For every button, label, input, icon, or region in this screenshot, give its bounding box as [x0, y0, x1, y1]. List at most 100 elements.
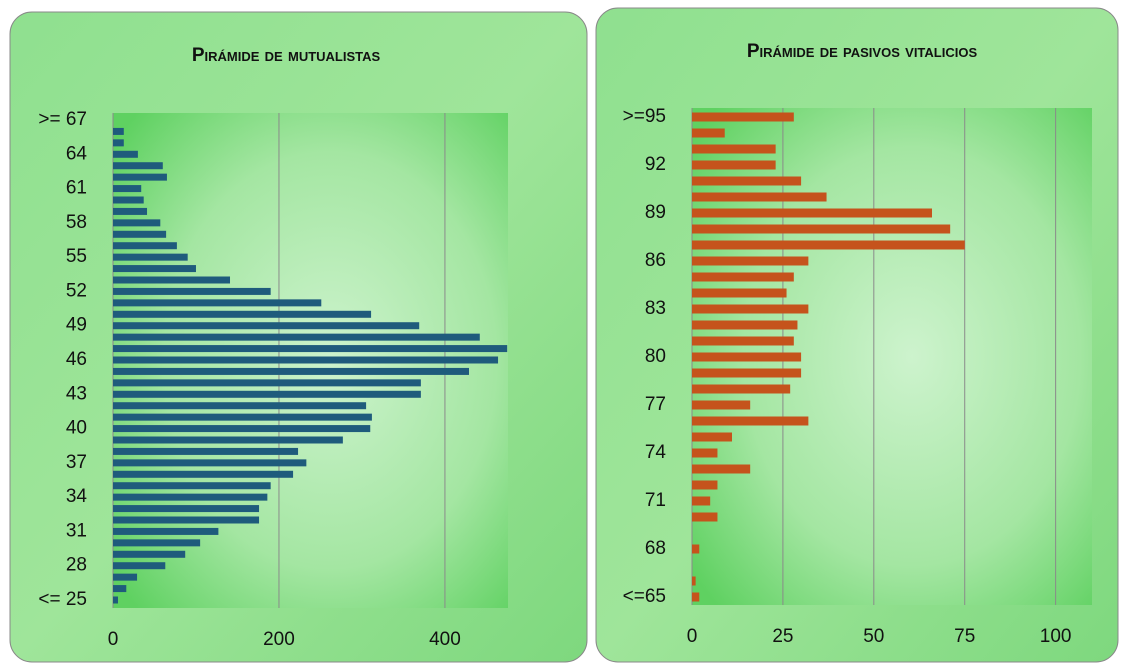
y-tick-label: 77: [645, 394, 666, 415]
bar: [113, 207, 148, 215]
bar: [692, 448, 718, 458]
y-tick-label: 37: [66, 452, 87, 473]
y-tick-label: 86: [645, 250, 666, 271]
bar: [692, 496, 711, 506]
bar: [113, 265, 196, 273]
x-tick-label: 75: [954, 626, 975, 647]
bar: [692, 352, 802, 362]
y-tick-label: 89: [645, 202, 666, 223]
bar: [113, 299, 322, 307]
y-tick-label: 52: [66, 280, 87, 301]
bar: [113, 356, 499, 364]
bar: [113, 436, 343, 444]
bar: [692, 480, 718, 490]
y-tick-label: <=65: [623, 586, 666, 607]
bar: [113, 505, 260, 513]
bar: [692, 432, 732, 442]
bar: [692, 336, 794, 346]
y-tick-label: 92: [645, 154, 666, 175]
bar: [113, 516, 260, 524]
bar: [692, 464, 751, 474]
bar: [692, 320, 798, 330]
y-tick-label: 68: [645, 538, 666, 559]
bar: [113, 367, 469, 375]
bar: [113, 390, 421, 398]
y-tick-label: 83: [645, 298, 666, 319]
chart-title: Pirámide de pasivos vitalicios: [747, 41, 978, 62]
bar: [692, 160, 776, 170]
bar: [113, 425, 371, 433]
x-tick-label: 25: [772, 626, 793, 647]
bar: [113, 402, 367, 410]
x-tick-label: 200: [263, 629, 295, 650]
y-tick-label: 74: [645, 442, 667, 463]
bar: [113, 242, 177, 250]
bar: [113, 333, 480, 341]
x-tick-label: 0: [687, 626, 698, 647]
bar: [692, 176, 802, 186]
bar: [113, 219, 161, 227]
bar: [692, 544, 700, 554]
bar: [692, 512, 718, 522]
bar: [113, 493, 268, 501]
bar: [113, 470, 294, 478]
bar: [113, 345, 508, 353]
y-tick-label: 64: [66, 143, 88, 164]
y-tick-label: 71: [645, 490, 666, 511]
y-tick-label: 61: [66, 178, 87, 199]
bar: [113, 322, 420, 330]
bar: [113, 550, 186, 558]
y-tick-label: 55: [66, 246, 87, 267]
y-tick-label: 58: [66, 212, 87, 233]
y-tick-label: 28: [66, 555, 87, 576]
bar: [113, 527, 219, 535]
x-tick-label: 100: [1040, 626, 1072, 647]
bar: [113, 253, 188, 261]
bar: [692, 592, 700, 602]
bar: [113, 539, 201, 547]
bar: [692, 272, 794, 282]
bar: [113, 585, 127, 593]
bar: [113, 127, 124, 135]
bar: [113, 150, 138, 158]
y-tick-label: <= 25: [38, 589, 87, 610]
y-tick-label: 80: [645, 346, 666, 367]
bar: [113, 482, 271, 490]
bar: [692, 400, 751, 410]
bar: [113, 139, 124, 147]
bar: [113, 596, 118, 604]
bar: [692, 208, 932, 218]
bar: [113, 447, 299, 455]
bar: [692, 224, 951, 234]
bar: [113, 562, 166, 570]
bar: [692, 416, 809, 426]
x-tick-label: 0: [108, 629, 119, 650]
bar: [113, 459, 307, 467]
bar: [692, 576, 696, 586]
y-tick-label: 49: [66, 315, 87, 336]
x-tick-label: 50: [863, 626, 884, 647]
bar: [113, 287, 271, 295]
bar: [692, 384, 791, 394]
x-tick-label: 400: [429, 629, 461, 650]
bar: [692, 304, 809, 314]
bar: [113, 276, 231, 284]
bar: [113, 230, 167, 238]
y-tick-label: 40: [66, 418, 87, 439]
bar: [113, 379, 421, 387]
y-tick-label: 46: [66, 349, 87, 370]
y-tick-label: >= 67: [38, 109, 87, 130]
y-tick-label: >=95: [623, 106, 666, 127]
bar: [113, 162, 163, 170]
bar: [692, 128, 725, 138]
bar: [692, 144, 776, 154]
bar: [692, 288, 787, 298]
bar: [692, 192, 827, 202]
chart-title: Pirámide de mutualistas: [192, 45, 381, 66]
bar: [692, 368, 802, 378]
bar: [113, 196, 144, 204]
y-tick-label: 43: [66, 383, 87, 404]
bar: [113, 573, 138, 581]
y-tick-label: 31: [66, 520, 87, 541]
